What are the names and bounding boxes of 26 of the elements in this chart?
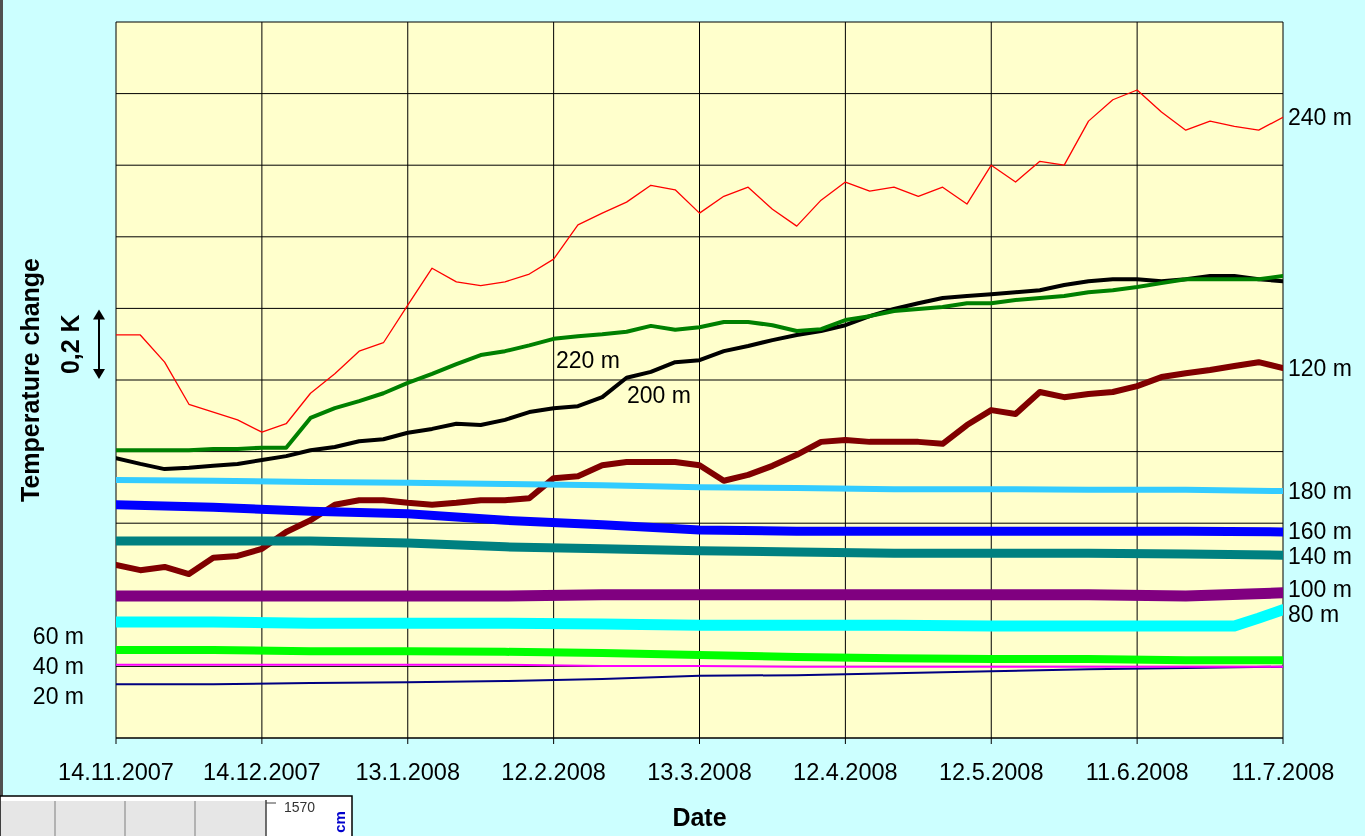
series-label: 120 m [1288,355,1352,382]
x-tick-label: 14.12.2007 [203,758,321,785]
series-label: 240 m [1288,104,1352,131]
series-label: 160 m [1288,518,1352,545]
x-axis-title: Date [672,802,727,831]
x-tick-label: 12.4.2008 [793,758,898,785]
series-label: 80 m [1288,600,1340,627]
series-label: 140 m [1288,543,1352,570]
x-tick-label: 13.1.2008 [355,758,461,785]
series-label: 100 m [1288,575,1352,602]
text: cm [331,811,349,833]
x-tick-label: 11.6.2008 [1085,758,1189,785]
x-tick-label: 12.2.2008 [501,758,606,785]
text: 0,2 K [55,314,84,375]
x-tick-label: 12.5.2008 [938,758,1044,785]
series-label: 60 m [32,623,84,650]
series-label: 180 m [1288,478,1352,505]
series-label: 200 m [626,381,691,408]
series-label: 220 m [555,347,620,374]
y-axis-title: Temperature change [15,257,44,503]
series-label: 20 m [32,683,84,710]
x-tick-label: 11.7.2008 [1231,758,1335,785]
text: 1570 [284,799,316,815]
series-label: 40 m [32,653,84,680]
x-tick-label: 14.11.2007 [58,758,174,785]
x-tick-label: 13.3.2008 [647,758,752,785]
